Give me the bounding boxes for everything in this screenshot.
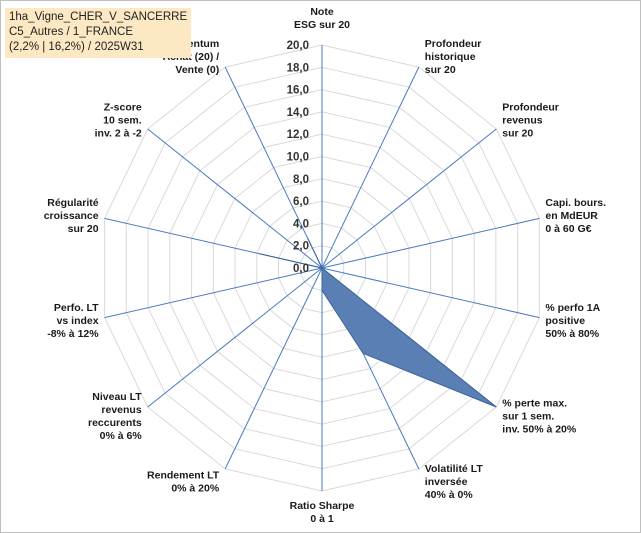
tick-label: 2,0 <box>293 241 309 253</box>
axis-label: Profondeur historique sur 20 <box>425 38 482 76</box>
axis-spoke <box>321 66 420 269</box>
axis-label: Régularité croissance sur 20 <box>44 197 99 235</box>
axis-spoke <box>104 267 323 319</box>
tick-label: 20,0 <box>287 40 309 52</box>
axis-label: Rendement LT 0% à 20% <box>147 470 220 495</box>
info-line-1: 1ha_Vigne_CHER_V_SANCERRE <box>9 11 188 23</box>
axis-label: Capi. bours. en MdEUR 0 à 60 G€ <box>545 197 606 235</box>
tick-label: 16,0 <box>287 85 309 97</box>
axis-label: Z-score 10 sem. inv. 2 à -2 <box>95 102 142 140</box>
tick-label: 18,0 <box>287 62 309 74</box>
axis-spoke <box>224 267 323 470</box>
axis-label: Volatilité LT inversée 40% à 0% <box>425 463 484 501</box>
axis-spoke <box>147 128 323 269</box>
axis-label: % perte max. sur 1 sem. inv. 50% à 20% <box>502 397 577 435</box>
tick-label: 14,0 <box>287 107 309 119</box>
tick-label: 12,0 <box>287 129 309 141</box>
axis-label: Niveau LT revenus reccurents 0% à 6% <box>88 391 142 442</box>
axis-label: Note ESG sur 20 <box>294 6 350 31</box>
tick-label: 0,0 <box>293 263 309 275</box>
axis-label: Ratio Sharpe 0 à 1 <box>290 500 355 525</box>
axis-label: % perfo 1A positive 50% à 80% <box>545 302 600 340</box>
axis-label: Profondeur revenus sur 20 <box>502 102 559 140</box>
axis-label: Perfo. LT vs index -8% à 12% <box>47 302 99 340</box>
axis-spoke <box>147 267 323 408</box>
tick-label: 4,0 <box>293 218 309 230</box>
axis-spoke <box>321 128 497 269</box>
chart-info-box: 1ha_Vigne_CHER_V_SANCERRE C5_Autres / 1_… <box>5 8 192 58</box>
info-line-2: C5_Autres / 1_FRANCE <box>9 26 133 38</box>
axis-spoke <box>321 217 540 269</box>
tick-label: 8,0 <box>293 174 309 186</box>
data-area <box>258 237 497 408</box>
axis-spoke <box>321 267 540 319</box>
tick-label: 6,0 <box>293 196 309 208</box>
axis-spoke <box>224 66 323 269</box>
tick-label: 10,0 <box>287 152 309 164</box>
info-line-3: (2,2% | 16,2%) / 2025W31 <box>9 41 144 53</box>
